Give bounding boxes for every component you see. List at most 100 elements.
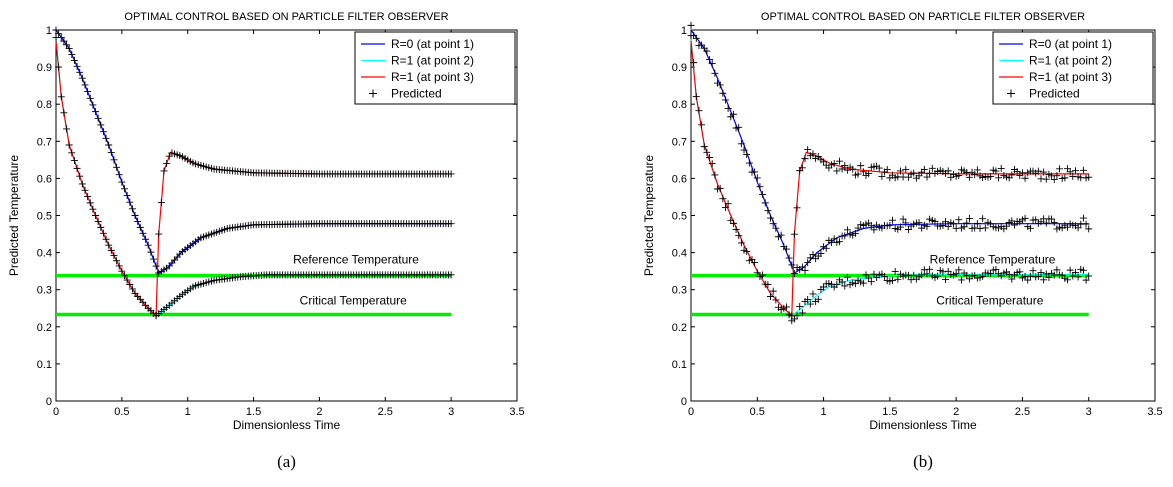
predicted-marker — [926, 265, 934, 273]
predicted-marker — [809, 290, 817, 298]
predicted-marker — [788, 317, 796, 325]
predicted-marker — [1066, 168, 1074, 176]
predicted-marker — [1082, 276, 1090, 284]
predicted-marker — [139, 229, 147, 237]
predicted-marker — [867, 222, 875, 230]
predicted-marker — [859, 279, 867, 287]
predicted-marker — [817, 250, 825, 258]
annotation-reference-temperature: Reference Temperature — [293, 253, 419, 267]
predicted-marker — [1071, 167, 1079, 175]
predicted-marker — [764, 281, 772, 289]
predicted-marker — [126, 198, 134, 206]
predicted-marker — [743, 150, 751, 158]
predicted-marker — [84, 88, 92, 96]
predicted-marker — [97, 121, 105, 129]
predicted-marker — [118, 267, 126, 275]
predicted-marker — [63, 41, 71, 49]
predicted-marker — [1079, 266, 1087, 274]
predicted-marker — [1069, 272, 1077, 280]
predicted-marker — [923, 173, 931, 181]
predicted-marker — [992, 167, 1000, 175]
predicted-marker — [1034, 167, 1042, 175]
predicted-marker — [447, 170, 455, 178]
predicted-marker — [163, 160, 171, 168]
predicted-marker — [987, 172, 995, 180]
predicted-marker — [1021, 214, 1029, 222]
x-tick-label: 1 — [821, 406, 827, 418]
x-axis-label: Dimensionless Time — [869, 418, 977, 432]
predicted-marker — [881, 272, 889, 280]
predicted-marker — [915, 219, 923, 227]
predicted-marker — [735, 123, 743, 131]
predicted-marker — [838, 165, 846, 173]
predicted-marker — [918, 271, 926, 279]
legend-marker — [369, 89, 377, 98]
predicted-marker — [798, 309, 806, 317]
annotation-critical-temperature: Critical Temperature — [936, 294, 1043, 308]
predicted-marker — [865, 170, 873, 178]
x-tick-label: 2 — [316, 406, 322, 418]
predicted-marker — [891, 267, 899, 275]
predicted-marker — [110, 252, 118, 260]
predicted-marker — [86, 94, 94, 102]
predicted-marker — [78, 74, 86, 82]
predicted-marker — [719, 195, 727, 203]
predicted-marker — [843, 273, 851, 281]
predicted-marker — [843, 226, 851, 234]
predicted-marker — [105, 141, 113, 149]
predicted-marker — [960, 223, 968, 231]
legend: R=0 (at point 1) R=1 (at point 2) R=1 (at … — [992, 31, 1154, 105]
predicted-marker — [60, 37, 68, 45]
predicted-marker — [1029, 267, 1037, 275]
y-tick-label: 0.7 — [672, 136, 687, 148]
predicted-marker — [833, 167, 841, 175]
predicted-marker — [1008, 171, 1016, 179]
predicted-marker — [883, 166, 891, 174]
predicted-marker — [740, 146, 748, 154]
predicted-marker — [761, 199, 769, 207]
predicted-marker — [1040, 276, 1048, 284]
predicted-marker — [1079, 166, 1087, 174]
predicted-marker — [907, 276, 915, 284]
x-tick-label: 3 — [448, 406, 454, 418]
chart-title: OPTIMAL CONTROL BASED ON PARTICLE FILTER… — [124, 11, 448, 23]
predicted-marker — [1064, 276, 1071, 284]
predicted-marker — [65, 45, 73, 53]
predicted-marker — [128, 205, 136, 213]
predicted-marker — [756, 183, 764, 191]
predicted-marker — [690, 59, 698, 67]
x-tick-label: 0 — [53, 406, 59, 418]
predicted-marker — [804, 259, 812, 267]
predicted-marker — [716, 184, 724, 192]
predicted-marker — [867, 278, 875, 286]
chart-panel-a: OPTIMAL CONTROL BASED ON PARTICLE FILTER… — [7, 11, 525, 471]
predicted-marker — [142, 235, 150, 243]
predicted-marker — [1074, 273, 1082, 281]
predicted-marker — [706, 153, 714, 161]
legend-marker — [1007, 89, 1015, 98]
predicted-marker — [1071, 268, 1079, 276]
predicted-marker — [63, 125, 71, 133]
y-tick-label: 1 — [46, 25, 52, 37]
predicted-marker — [1061, 174, 1069, 182]
x-tick-label: 1.5 — [246, 406, 261, 418]
predicted-marker — [89, 101, 97, 109]
predicted-marker — [772, 224, 780, 232]
predicted-marker — [115, 171, 123, 179]
predicted-marker — [987, 270, 995, 278]
predicted-marker — [971, 224, 979, 232]
predicted-marker — [915, 172, 923, 180]
predicted-marker — [939, 221, 947, 229]
predicted-marker — [963, 219, 971, 227]
legend-entry: R=1 (at point 3) — [1029, 70, 1112, 84]
x-tick-label: 1 — [185, 406, 191, 418]
chart-title: OPTIMAL CONTROL BASED ON PARTICLE FILTER… — [761, 11, 1085, 23]
predicted-marker — [965, 214, 973, 222]
predicted-marker — [981, 224, 989, 232]
predicted-marker — [955, 172, 963, 180]
predicted-marker — [735, 232, 743, 240]
predicted-marker — [1013, 168, 1021, 176]
x-tick-label: 3 — [1086, 406, 1092, 418]
predicted-marker — [97, 223, 105, 231]
